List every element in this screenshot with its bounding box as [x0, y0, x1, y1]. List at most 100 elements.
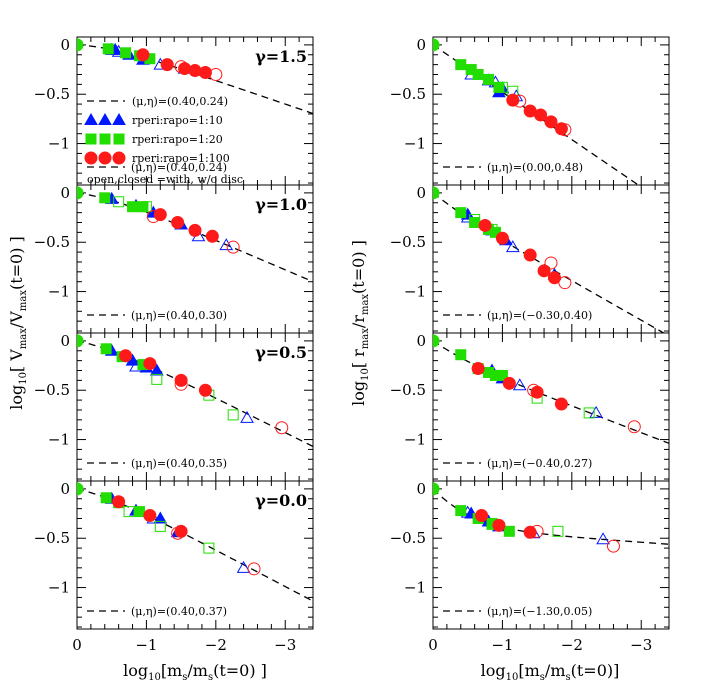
circle-marker-filled [143, 509, 157, 523]
circle-marker-filled [174, 524, 188, 538]
circle-marker-filled [471, 362, 485, 376]
x-tick-label: −3 [274, 636, 296, 654]
fit-label: (μ,η)=(−0.30,0.40) [487, 309, 592, 322]
y-tick-label: 0 [60, 480, 70, 498]
triangle-marker-open [219, 238, 234, 251]
y-tick-label: 0 [60, 332, 70, 350]
circle-marker-filled [188, 64, 202, 78]
square-marker-filled [455, 505, 467, 517]
square-marker-filled [137, 201, 149, 213]
legend-fit-label: (μ,η)=(0.40,0.24) [132, 95, 228, 108]
y-tick-label: −1 [404, 283, 426, 301]
right-x-axis-label: log10[ms/ms(t=0)] [481, 661, 620, 683]
origin-marker [77, 38, 84, 52]
panel-rmax_g15: 0 −0.5 −1 (μ,η)=(0.00,0.48) [390, 36, 670, 186]
triangle-marker-open [240, 410, 254, 423]
panels-layer: 0 −0.5 −1 (μ,η)=(0.40,0.24) γ=1.5 (μ,η)=(0.40… [34, 36, 670, 654]
panel-plot-area [77, 482, 313, 602]
legend: (μ,η)=(0.40,0.24) rperi:rapo=1:10 rperi:ra… [84, 95, 243, 186]
circle-marker-filled [205, 229, 219, 243]
circle-marker-filled [547, 271, 561, 285]
square-marker-open [469, 214, 481, 226]
y-tick-label: −1 [404, 579, 426, 597]
origin-marker [77, 334, 84, 348]
square-marker-filled [483, 73, 495, 85]
right-y-axis-label: log10[ rmax/rmax(t=0) ] [349, 240, 371, 406]
panel-rmax_g00: 0 −0.5 −1 0 −1 −2 −3 (μ,η)=(−1.30,0.05) [390, 480, 670, 654]
fit-label: (μ,η)=(−1.30,0.05) [487, 605, 592, 618]
y-tick-label: −1 [48, 283, 70, 301]
square-marker-filled [99, 133, 111, 145]
panel-plot-area [433, 186, 666, 333]
panel-plot-area [77, 334, 313, 448]
circle-marker-filled [537, 264, 551, 278]
circle-marker-filled [112, 495, 126, 509]
fit-label: (μ,η)=(0.40,0.37) [131, 605, 227, 618]
y-tick-label: 0 [416, 184, 426, 202]
triangle-marker-open [596, 532, 610, 545]
square-marker-open [583, 407, 595, 419]
triangle-marker-open [512, 378, 527, 391]
panel-plot-area [433, 482, 669, 553]
svg-text:log10[ rmax/rmax(t=0) ]: log10[ rmax/rmax(t=0) ] [349, 240, 371, 406]
square-marker-filled [120, 47, 132, 59]
circle-marker-filled [478, 218, 492, 232]
y-tick-label: −0.5 [390, 381, 426, 399]
panel-plot-area [433, 38, 640, 185]
triangle-marker-open [236, 560, 251, 573]
x-tick-label: −2 [561, 636, 583, 654]
gamma-label: γ=0.0 [255, 491, 307, 510]
circle-marker-open [544, 256, 558, 270]
y-tick-label: −0.5 [34, 529, 70, 547]
circle-marker-filled [136, 48, 150, 62]
circle-marker-filled [554, 397, 568, 411]
y-tick-label: −0.5 [390, 529, 426, 547]
circle-marker-filled [84, 151, 98, 165]
circle-marker-filled [112, 151, 126, 165]
fit-label: (μ,η)=(−0.40,0.27) [487, 457, 592, 470]
legend-item-label: rperi:rapo=1:10 [132, 114, 223, 127]
circle-marker-filled [523, 248, 537, 262]
y-tick-label: 0 [416, 36, 426, 54]
circle-marker-filled [119, 349, 133, 363]
triangle-marker-open [505, 240, 520, 253]
panel-vmax_g00: 0 −0.5 −1 0 −1 −2 −3 (μ,η)=(0.40,0.37) γ=0.0 [34, 480, 314, 654]
circle-marker-filled [502, 376, 516, 390]
fit-label: (μ,η)=(0.00,0.48) [487, 161, 583, 174]
x-tick-label: −1 [135, 636, 157, 654]
panel-rmax_g10: 0 −0.5 −1 (μ,η)=(−0.30,0.40) [390, 184, 670, 334]
circle-marker-open [209, 67, 223, 81]
left-y-axis-label: log10[ Vmax/Vmax(t=0) ] [7, 236, 29, 410]
y-tick-label: 0 [416, 480, 426, 498]
square-marker-open [154, 520, 166, 532]
x-tick-label: −2 [205, 636, 227, 654]
square-marker-open [123, 506, 135, 518]
y-tick-label: −1 [404, 135, 426, 153]
gamma-label: γ=1.5 [255, 47, 307, 66]
panel-frame [432, 480, 670, 630]
y-tick-label: −0.5 [34, 85, 70, 103]
panel-vmax_g10: 0 −0.5 −1 (μ,η)=(0.40,0.30) γ=1.0 [34, 184, 314, 334]
square-marker-open [552, 525, 564, 537]
circle-marker-open [174, 60, 188, 74]
circle-marker-open [226, 240, 240, 254]
circle-marker-filled [198, 383, 212, 397]
circle-marker-open [247, 562, 261, 576]
legend-item-label: rperi:rapo=1:100 [132, 152, 230, 165]
square-marker-open [151, 373, 163, 385]
square-marker-filled [100, 343, 112, 355]
y-tick-label: 0 [60, 184, 70, 202]
y-tick-label: 0 [60, 36, 70, 54]
y-tick-label: −0.5 [390, 85, 426, 103]
square-marker-filled [455, 207, 467, 219]
gamma-label: γ=0.5 [255, 343, 307, 362]
square-marker-filled [496, 369, 508, 381]
circle-marker-open [174, 377, 188, 391]
panel-rmax_g05: 0 −0.5 −1 (μ,η)=(−0.40,0.27) [390, 332, 670, 482]
y-tick-label: −1 [48, 431, 70, 449]
square-marker-open [203, 542, 215, 554]
y-tick-label: −0.5 [34, 381, 70, 399]
circle-marker-filled [174, 373, 188, 387]
y-tick-label: −1 [404, 431, 426, 449]
